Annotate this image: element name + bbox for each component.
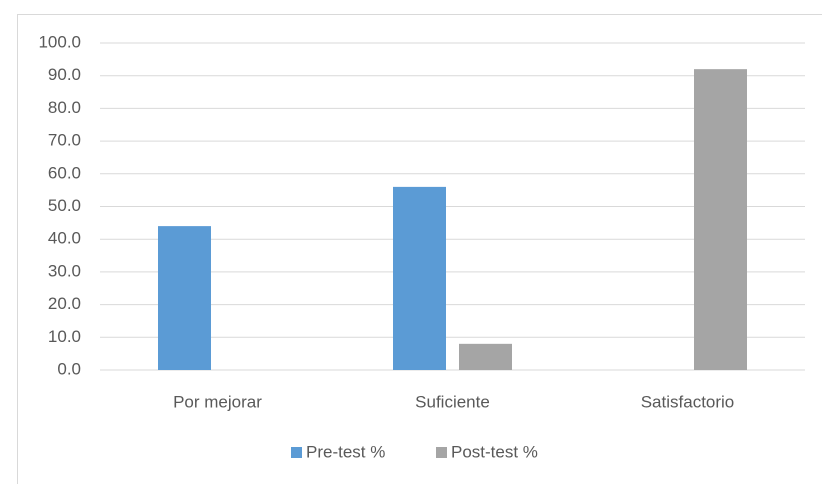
legend-swatch bbox=[436, 447, 447, 458]
bar bbox=[393, 186, 446, 370]
x-tick-label: Por mejorar bbox=[173, 392, 262, 411]
bar bbox=[694, 69, 747, 370]
y-tick-label: 50.0 bbox=[48, 196, 81, 215]
y-tick-label: 40.0 bbox=[48, 229, 81, 248]
legend-swatch bbox=[291, 447, 302, 458]
y-tick-label: 70.0 bbox=[48, 131, 81, 150]
y-tick-label: 90.0 bbox=[48, 65, 81, 84]
bar bbox=[158, 226, 211, 370]
y-tick-label: 30.0 bbox=[48, 261, 81, 280]
y-tick-label: 60.0 bbox=[48, 163, 81, 182]
x-tick-label: Satisfactorio bbox=[641, 392, 735, 411]
y-tick-label: 20.0 bbox=[48, 294, 81, 313]
y-tick-label: 0.0 bbox=[57, 359, 81, 378]
bar bbox=[459, 343, 512, 370]
y-tick-label: 100.0 bbox=[38, 32, 81, 51]
x-tick-label: Suficiente bbox=[415, 392, 490, 411]
legend-label: Pre-test % bbox=[306, 442, 385, 461]
y-tick-label: 80.0 bbox=[48, 98, 81, 117]
legend-label: Post-test % bbox=[451, 442, 538, 461]
y-tick-label: 10.0 bbox=[48, 327, 81, 346]
